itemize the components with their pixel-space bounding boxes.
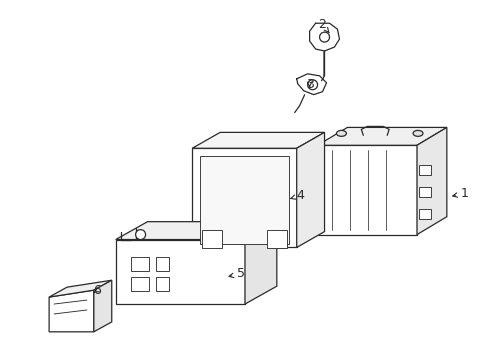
Polygon shape xyxy=(192,148,296,247)
Polygon shape xyxy=(244,222,276,304)
Bar xyxy=(155,257,169,271)
Text: 3: 3 xyxy=(305,78,313,91)
Text: 5: 5 xyxy=(228,267,244,280)
Polygon shape xyxy=(49,290,94,332)
Text: 6: 6 xyxy=(93,284,101,297)
Polygon shape xyxy=(200,156,288,243)
Polygon shape xyxy=(116,222,276,239)
Polygon shape xyxy=(416,127,446,235)
Polygon shape xyxy=(266,230,286,248)
Polygon shape xyxy=(116,239,244,304)
Bar xyxy=(418,187,430,197)
Circle shape xyxy=(135,230,145,239)
Ellipse shape xyxy=(307,80,317,90)
Bar xyxy=(418,165,430,175)
Bar xyxy=(418,209,430,219)
Text: 2: 2 xyxy=(318,18,328,33)
Polygon shape xyxy=(192,132,324,148)
Ellipse shape xyxy=(319,32,329,42)
Text: 1: 1 xyxy=(452,187,468,200)
Polygon shape xyxy=(49,280,112,297)
Polygon shape xyxy=(317,145,416,235)
Bar xyxy=(155,277,169,291)
Polygon shape xyxy=(202,230,222,248)
Text: 4: 4 xyxy=(290,189,304,202)
Polygon shape xyxy=(317,127,446,145)
Ellipse shape xyxy=(336,130,346,136)
Bar xyxy=(130,257,148,271)
Bar xyxy=(130,277,148,291)
Polygon shape xyxy=(94,280,112,332)
Ellipse shape xyxy=(412,130,422,136)
Polygon shape xyxy=(296,132,324,247)
